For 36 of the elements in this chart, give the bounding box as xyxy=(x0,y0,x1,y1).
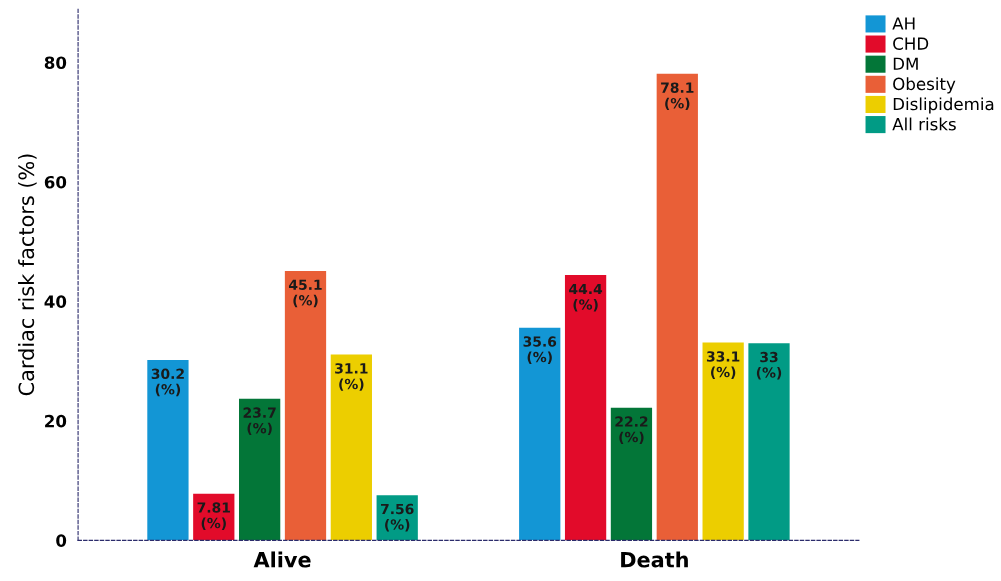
y-tick-label: 80 xyxy=(44,56,67,70)
data-label: 35.6 (%) xyxy=(523,336,557,364)
data-label: 22.2 (%) xyxy=(615,416,648,444)
y-tick-label: 60 xyxy=(44,175,67,189)
x-tick-label: Death xyxy=(621,551,688,568)
data-label: 44.4 (%) xyxy=(569,283,603,312)
data-label: 7.56 (%) xyxy=(381,503,414,532)
data-label: 31.1 (%) xyxy=(335,363,368,391)
data-label: 7.81 (%) xyxy=(197,502,230,530)
bar xyxy=(564,275,607,541)
bar xyxy=(702,342,744,541)
y-tick-label: 40 xyxy=(44,295,67,308)
legend-label: CHD xyxy=(893,37,929,50)
bar xyxy=(519,327,561,541)
y-tick-label: 20 xyxy=(45,414,67,428)
data-label: 78.1 (%) xyxy=(661,82,694,111)
legend-label: DM xyxy=(893,57,918,70)
data-label: 23.7 (%) xyxy=(243,407,276,436)
x-tick-label: Alive xyxy=(253,551,311,568)
data-label: 33.1 (%) xyxy=(706,351,740,379)
bar xyxy=(147,359,189,541)
bar xyxy=(239,398,281,541)
bar xyxy=(610,407,653,541)
data-label: 30.2 (%) xyxy=(151,368,184,397)
y-axis-title: Cardiac risk factors (%) xyxy=(18,154,37,396)
y-tick-label: 0 xyxy=(56,534,67,547)
data-label: 45.1 (%) xyxy=(288,279,322,308)
data-label: 33 (%) xyxy=(756,351,782,380)
bar xyxy=(656,73,698,541)
legend-label: Dislipidemia xyxy=(893,97,994,114)
legend-label: Obesity xyxy=(893,77,956,94)
legend-label: AH xyxy=(892,17,915,30)
bar xyxy=(748,343,790,541)
bar xyxy=(284,270,327,541)
legend-label: All risks xyxy=(892,117,956,131)
bar xyxy=(330,354,372,541)
